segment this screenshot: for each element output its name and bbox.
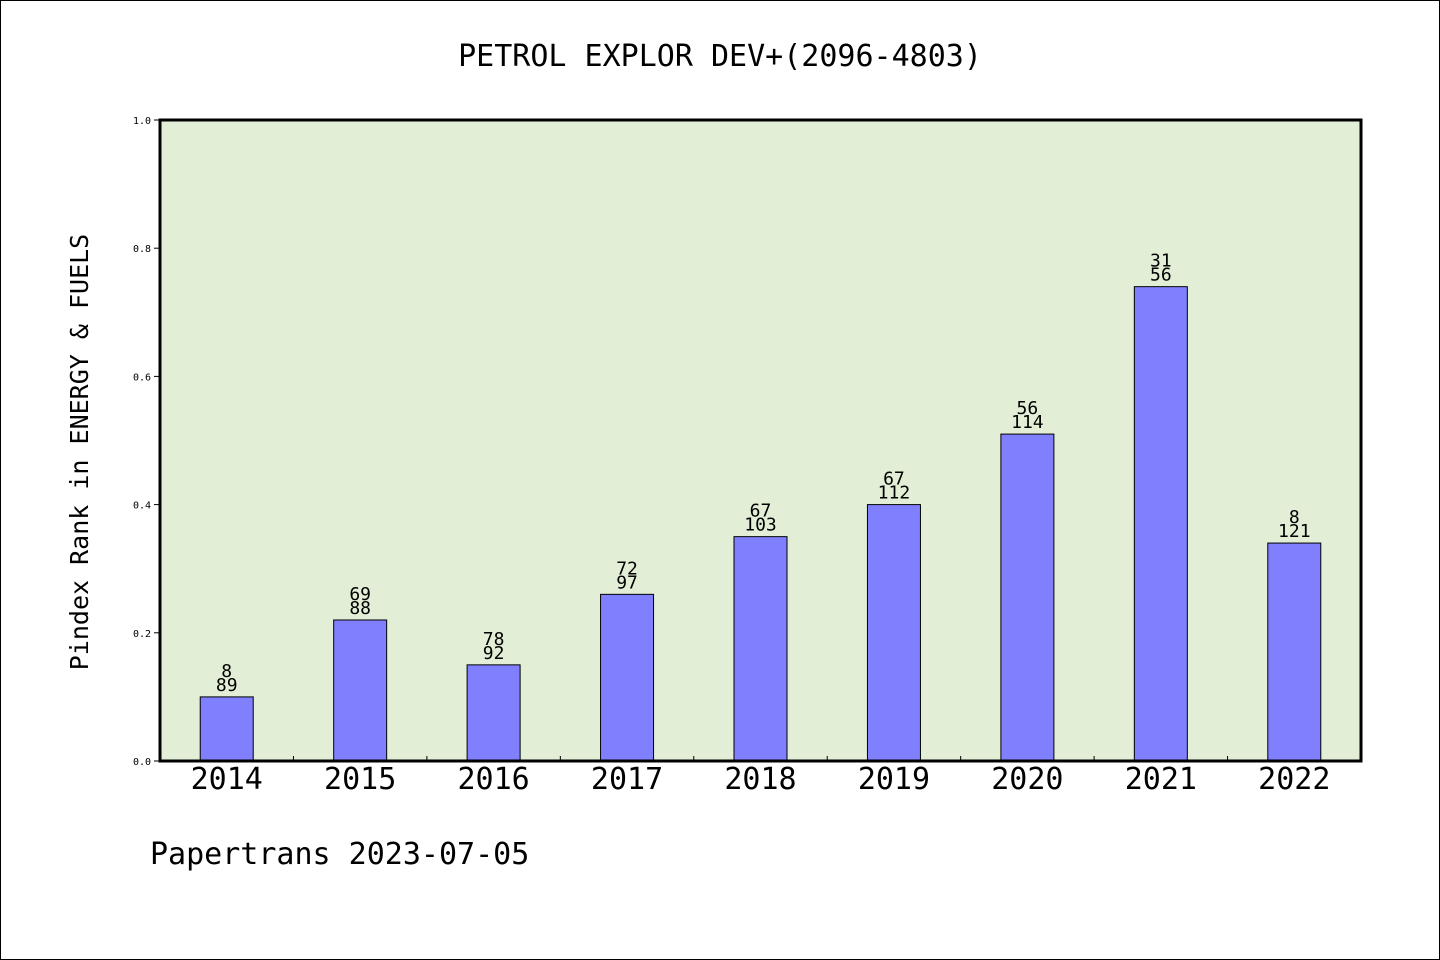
x-tick-label: 2017 (591, 762, 663, 797)
y-tick-label: 0.4 (133, 501, 151, 512)
y-axis-label: Pindex Rank in ENERGY & FUELS (65, 234, 94, 671)
data-label-bottom: 121 (1278, 521, 1311, 542)
data-label-bottom: 88 (349, 598, 371, 619)
data-label-top: 8 (1289, 507, 1300, 528)
data-label-top: 56 (1017, 398, 1039, 419)
x-tick-label: 2019 (858, 762, 930, 797)
data-label-bottom: 56 (1150, 265, 1172, 286)
data-label-top: 69 (349, 584, 371, 605)
x-tick-label: 2021 (1125, 762, 1197, 797)
data-label-top: 72 (616, 558, 638, 579)
data-label-top: 31 (1150, 251, 1172, 272)
y-tick-label: 0.8 (133, 244, 151, 255)
x-tick-label: 2018 (724, 762, 796, 797)
data-label-top: 78 (483, 629, 505, 650)
data-label-top: 67 (750, 501, 772, 522)
data-label-bottom: 103 (744, 515, 777, 536)
x-tick-label: 2020 (991, 762, 1063, 797)
y-tick-label: 0.2 (133, 629, 151, 640)
y-axis: 0.0 0.2 0.4 0.6 0.8 1.0 (133, 116, 160, 768)
bars (199, 286, 1322, 762)
chart-title: PETROL EXPLOR DEV+(2096-4803) (458, 39, 982, 74)
data-label-bottom: 92 (483, 643, 505, 664)
bar (866, 504, 921, 762)
bar (199, 696, 254, 762)
plot-border (158, 118, 1363, 763)
bar (1000, 433, 1055, 762)
data-label-bottom: 89 (216, 675, 238, 696)
bar (466, 664, 521, 762)
footer-text: Papertrans 2023-07-05 (150, 837, 529, 872)
y-tick-label: 0.6 (133, 372, 151, 383)
bar (1133, 286, 1188, 762)
data-label-bottom: 112 (878, 483, 911, 504)
x-tick-label: 2015 (324, 762, 396, 797)
x-tick-label: 2016 (457, 762, 529, 797)
data-label-bottom: 97 (616, 572, 638, 593)
data-label-top: 8 (221, 661, 232, 682)
x-tick-label: 2022 (1258, 762, 1330, 797)
x-tick-label: 2014 (191, 762, 263, 797)
x-axis: 2014 2015 2016 2017 2018 2019 2020 2021 2022 (191, 756, 1330, 797)
y-tick-label: 0.0 (133, 757, 151, 768)
data-label-top: 67 (883, 469, 905, 490)
y-tick-label: 1.0 (133, 116, 151, 127)
bar (1267, 542, 1322, 762)
bar (733, 536, 788, 762)
bar (333, 619, 388, 762)
data-label-bottom: 114 (1011, 412, 1044, 433)
bar (600, 593, 655, 762)
